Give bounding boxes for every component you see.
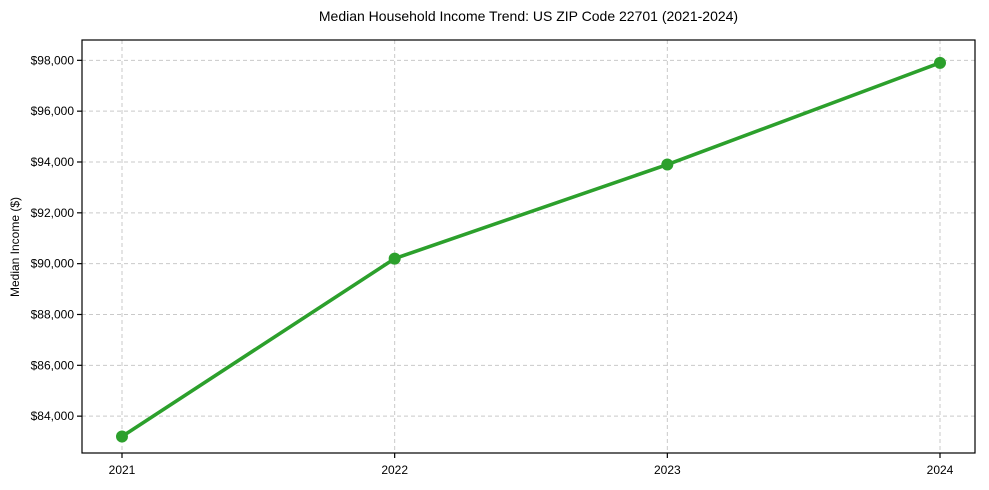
trend-line: [120, 61, 942, 439]
x-tick-label: 2023: [654, 463, 681, 477]
y-tick-label: $94,000: [31, 155, 75, 169]
y-tick-label: $88,000: [31, 307, 75, 321]
y-tick-label: $98,000: [31, 53, 75, 67]
data-point: [934, 56, 946, 69]
x-tick-label: 2022: [381, 463, 408, 477]
data-point: [388, 252, 401, 265]
y-tick-label: $92,000: [31, 206, 75, 220]
y-tick-label: $90,000: [31, 257, 75, 271]
data-point: [661, 158, 674, 171]
x-tick-label: 2024: [927, 463, 954, 477]
plot-border: [81, 39, 976, 454]
chart-title: Median Household Income Trend: US ZIP Co…: [318, 8, 739, 24]
y-tick-label: $84,000: [31, 409, 75, 423]
data-point: [116, 430, 128, 443]
y-tick-label: $86,000: [31, 358, 75, 372]
x-tick-label: 2021: [109, 463, 136, 477]
y-tick-label: $96,000: [31, 104, 75, 118]
